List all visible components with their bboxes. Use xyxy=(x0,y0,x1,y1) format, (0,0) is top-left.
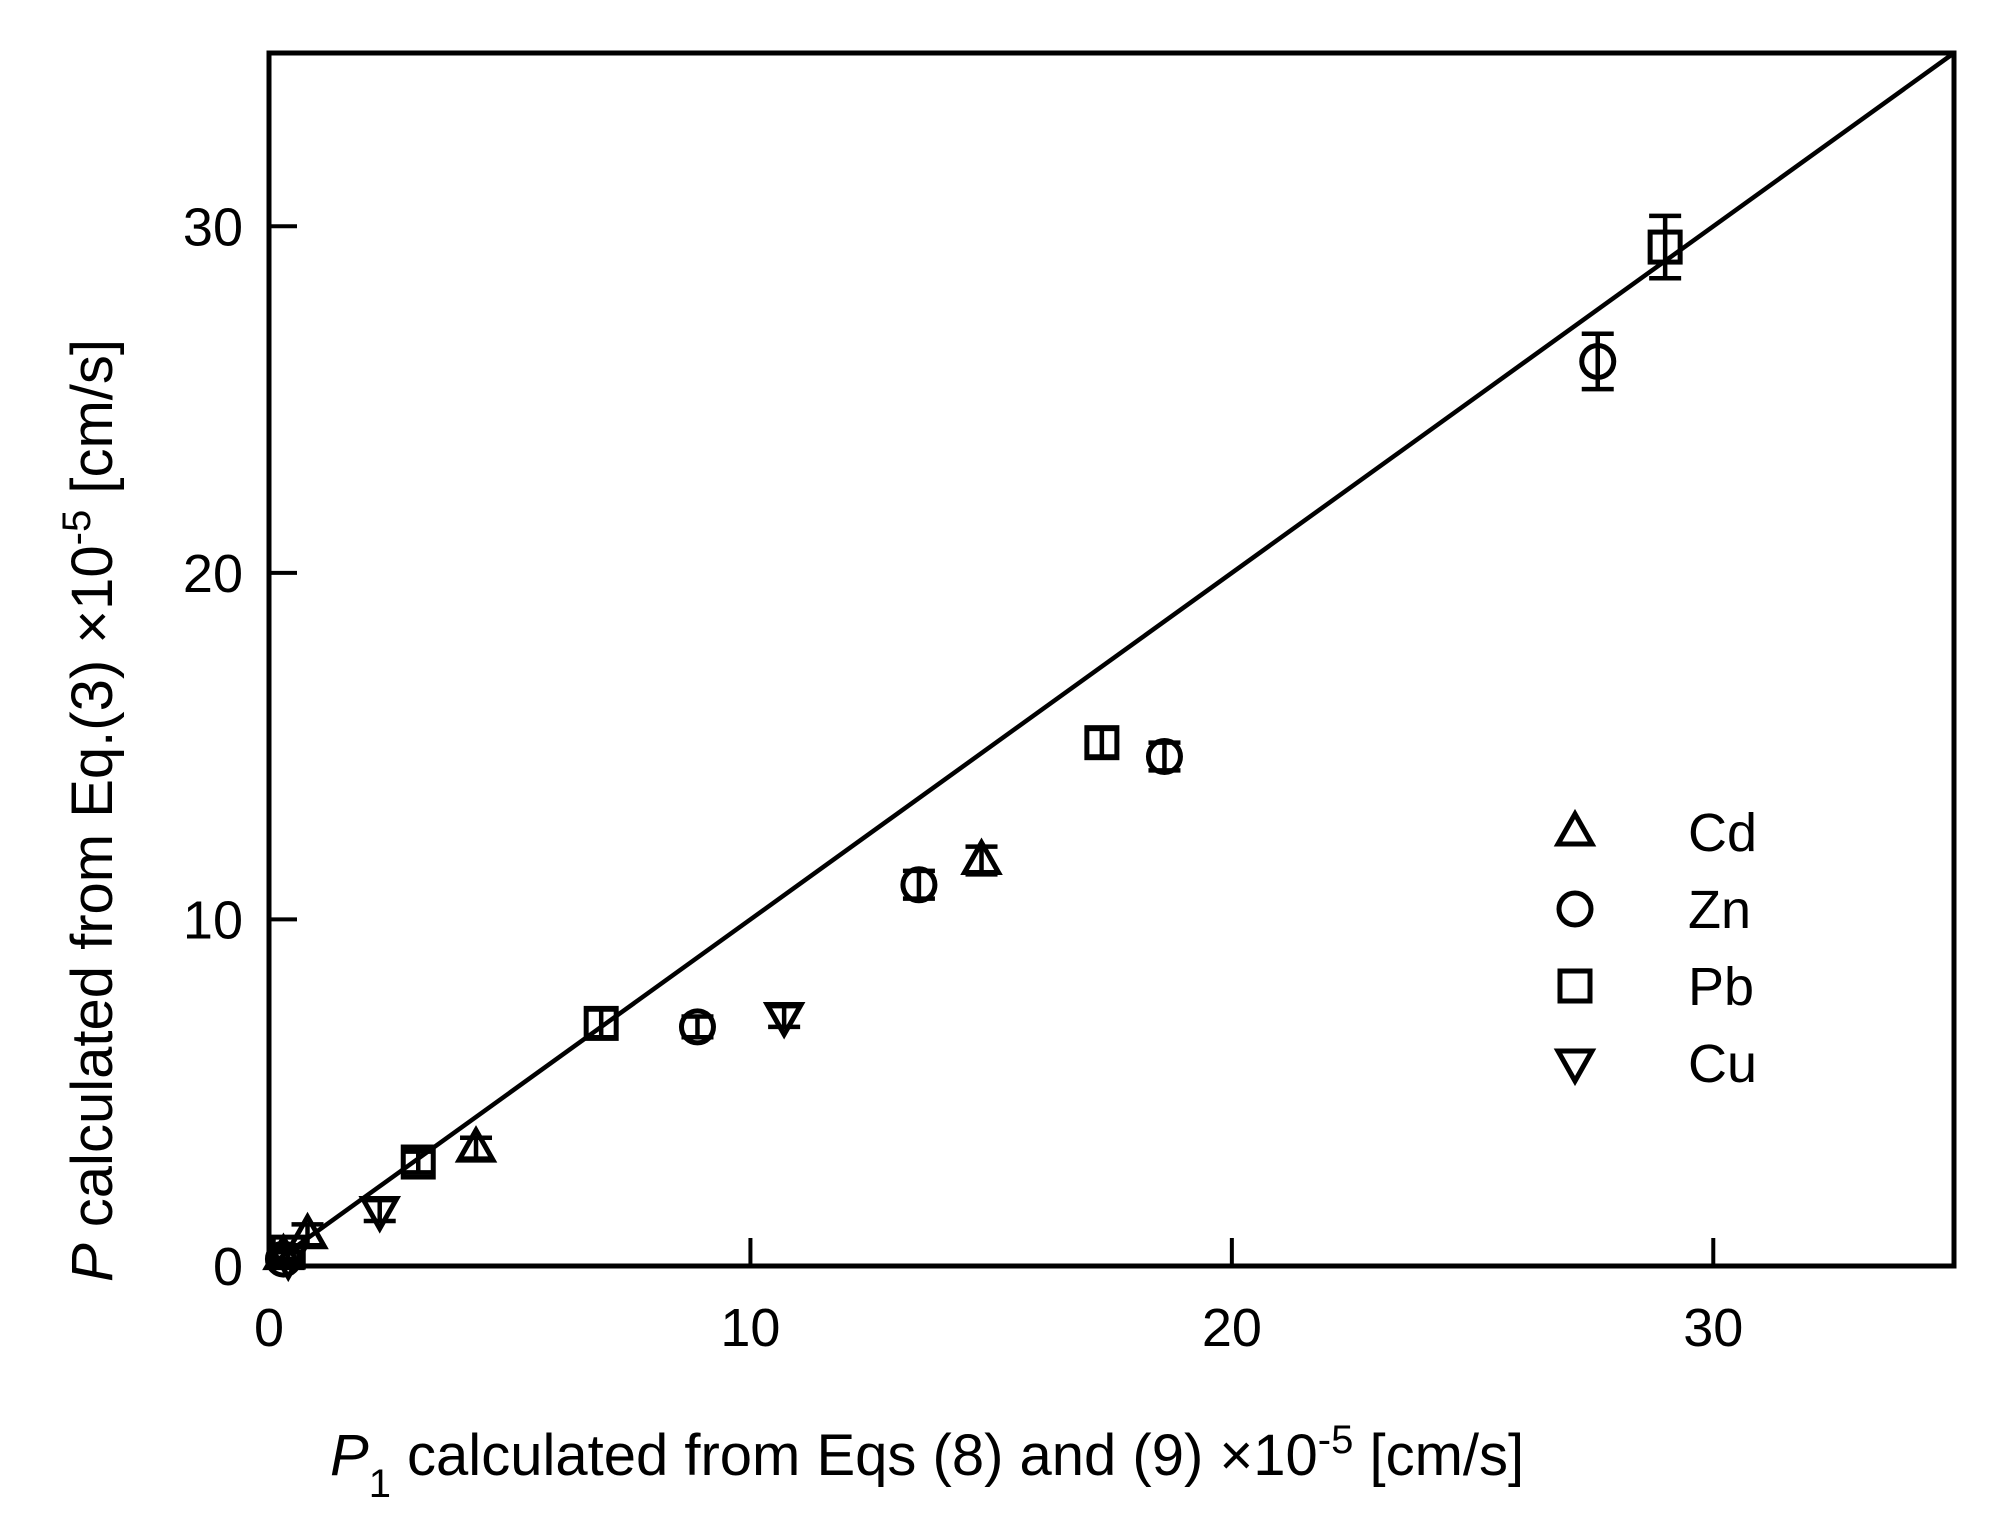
data-points xyxy=(262,213,1683,1283)
y-tick-label: 10 xyxy=(183,890,243,950)
y-axis-ticks: 0 10 20 30 xyxy=(183,197,297,1297)
series-cu xyxy=(266,1001,806,1283)
x-axis-ticks: 0 10 20 30 xyxy=(254,1238,1743,1358)
reference-line-y-equals-x xyxy=(267,51,1956,1268)
legend-label-pb: Pb xyxy=(1688,957,1754,1017)
data-point-pb xyxy=(1084,725,1120,761)
legend-marker-zn xyxy=(1556,890,1594,928)
data-point-pb xyxy=(583,1005,619,1041)
data-point-cu xyxy=(358,1196,402,1234)
legend-item-cu: Cu xyxy=(1553,1034,1757,1094)
series-zn xyxy=(264,331,1617,1278)
x-axis-title-exp: -5 xyxy=(1318,1418,1354,1462)
plot-frame xyxy=(266,50,1957,1269)
y-axis-title-var: P xyxy=(60,1243,125,1282)
legend-marker-cu xyxy=(1553,1048,1597,1087)
error-bar-pb xyxy=(1649,213,1682,281)
x-axis-title: P1 calculated from Eqs (8) and (9) ×10-5… xyxy=(330,1418,1524,1506)
plot-border xyxy=(266,50,1957,1269)
x-tick-label: 10 xyxy=(720,1298,780,1358)
y-axis-title-unit: [cm/s] xyxy=(60,339,125,510)
data-point-zn xyxy=(1579,342,1617,380)
y-tick-label: 0 xyxy=(213,1237,243,1297)
y-axis-title: P calculated from Eq.(3) ×10-5 [cm/s] xyxy=(55,339,125,1282)
error-bar-cu xyxy=(272,1249,305,1269)
y-axis-title-exp: -5 xyxy=(55,510,99,546)
legend-label-cu: Cu xyxy=(1688,1034,1757,1094)
data-point-zn xyxy=(1145,738,1183,776)
y-tick-label: 30 xyxy=(183,197,243,257)
data-point-pb xyxy=(1647,229,1683,265)
x-axis-title-sub: 1 xyxy=(369,1462,391,1506)
legend-item-zn: Zn xyxy=(1556,880,1751,940)
legend: Cd Zn Pb Cu xyxy=(1553,803,1757,1094)
data-point-zn xyxy=(900,866,938,904)
data-point-cu xyxy=(762,1001,806,1040)
error-bar-pb xyxy=(402,1149,435,1175)
data-point-pb xyxy=(400,1144,436,1180)
data-point-cd xyxy=(960,837,1003,876)
legend-item-pb: Pb xyxy=(1557,957,1754,1017)
x-tick-label: 30 xyxy=(1683,1298,1743,1358)
data-point-zn xyxy=(678,1008,716,1046)
legend-label-cd: Cd xyxy=(1688,803,1757,863)
x-tick-label: 0 xyxy=(254,1298,284,1358)
legend-item-cd: Cd xyxy=(1553,803,1757,863)
legend-label-zn: Zn xyxy=(1688,880,1751,940)
data-point-cd xyxy=(454,1125,498,1163)
x-axis-title-var: P xyxy=(330,1423,369,1488)
reference-line-group xyxy=(267,51,1956,1268)
legend-marker-pb xyxy=(1557,968,1593,1004)
legend-marker-cd xyxy=(1553,808,1597,847)
x-tick-label: 20 xyxy=(1202,1298,1262,1358)
y-axis-title-text: calculated from Eq.(3) ×10 xyxy=(60,545,125,1243)
x-axis-title-unit: [cm/s] xyxy=(1353,1423,1524,1488)
data-point-cu xyxy=(266,1244,310,1283)
x-axis-title-text: calculated from Eqs (8) and (9) ×10 xyxy=(391,1423,1318,1488)
y-tick-label: 20 xyxy=(183,544,243,604)
